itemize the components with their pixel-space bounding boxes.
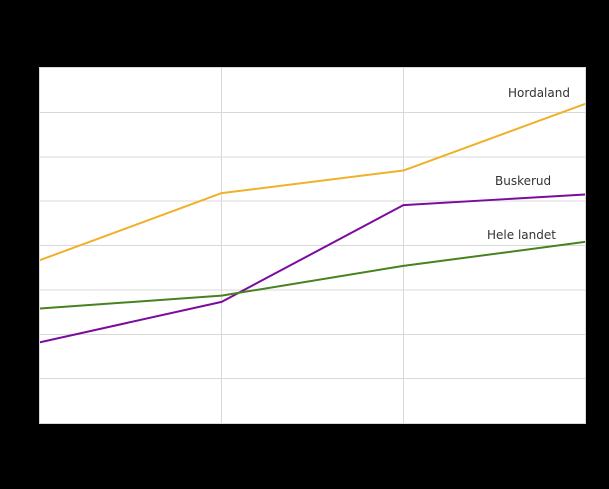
line-chart-canvas xyxy=(40,68,585,423)
series-label-hele-landet: Hele landet xyxy=(487,228,556,242)
plot-area: Hordaland Buskerud Hele landet xyxy=(39,67,586,424)
series-label-hordaland: Hordaland xyxy=(508,86,570,100)
series-label-buskerud: Buskerud xyxy=(495,174,552,188)
